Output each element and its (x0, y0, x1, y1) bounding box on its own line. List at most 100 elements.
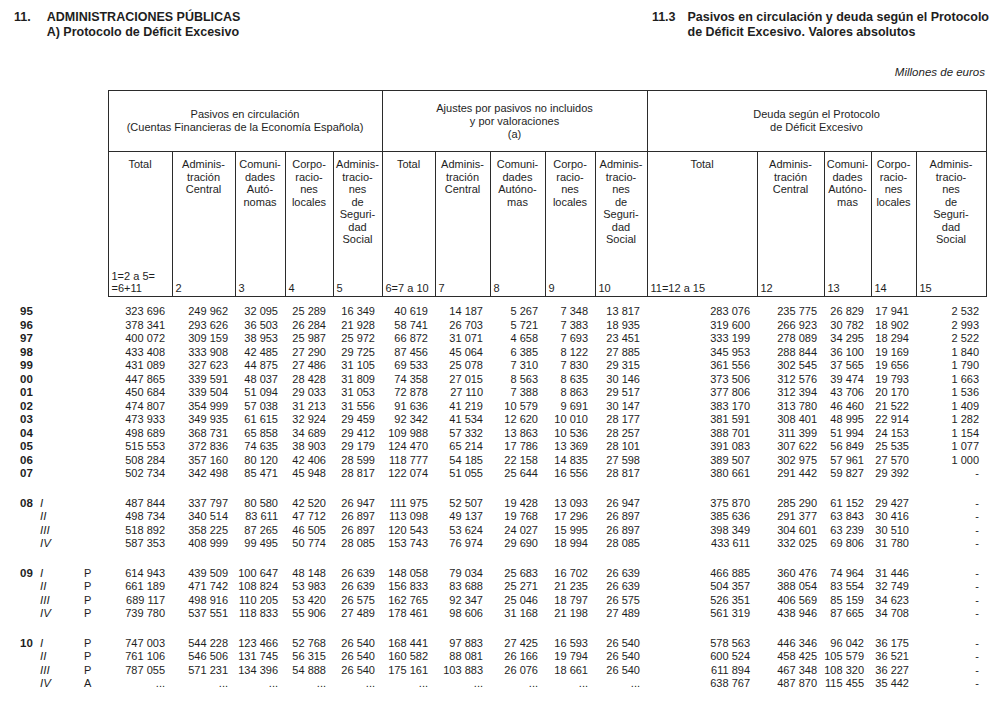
cell-col-1: 739 780 (108, 607, 172, 621)
cell-col-6: 168 441 (382, 621, 435, 651)
section-number: 11. (14, 10, 31, 40)
cell-col-4: 29 033 (285, 386, 333, 400)
cell-col-3: 65 858 (235, 427, 285, 441)
cell-col-2: 498 916 (172, 594, 235, 608)
cell-col-7: 54 185 (435, 454, 490, 468)
cell-col-3: 131 745 (235, 650, 285, 664)
cell-col-11: 385 636 (647, 510, 757, 524)
row-quarter: IV (40, 537, 51, 549)
cell-col-2: 337 797 (172, 481, 235, 511)
cell-col-1: 661 189 (108, 580, 172, 594)
cell-col-14: 34 708 (871, 607, 916, 621)
cell-col-15: - (916, 607, 986, 621)
row-status-marker: P (64, 594, 108, 608)
row-label: II (14, 650, 64, 664)
cell-col-15: 1 663 (916, 373, 986, 387)
table-row: IIP661 189471 742108 82453 98326 639156 … (14, 580, 986, 594)
cell-col-1: 323 696 (108, 297, 172, 319)
column-header-4: Corpo- racio- nes locales (285, 152, 333, 261)
cell-col-15: 1 077 (916, 440, 986, 454)
cell-col-3: 36 503 (235, 319, 285, 333)
cell-col-4: 55 906 (285, 607, 333, 621)
row-year: 01 (20, 386, 40, 400)
column-header-10: Adminis- tracio- nes de Seguri- dad Soci… (595, 152, 647, 261)
cell-col-3: 87 265 (235, 524, 285, 538)
row-status-marker (64, 297, 108, 319)
cell-col-9: 14 835 (545, 454, 595, 468)
cell-col-1: 515 553 (108, 440, 172, 454)
cell-col-10: ... (595, 677, 647, 691)
row-quarter: IV (40, 677, 51, 689)
cell-col-8: 17 786 (490, 440, 545, 454)
cell-col-4: ... (285, 677, 333, 691)
cell-col-12: 487 870 (757, 677, 824, 691)
cell-col-12: 311 399 (757, 427, 824, 441)
row-label: 01 (14, 386, 64, 400)
cell-col-3: ... (235, 677, 285, 691)
cell-col-13: 46 460 (824, 400, 871, 414)
cell-col-10: 27 598 (595, 454, 647, 468)
cell-col-8: 31 168 (490, 607, 545, 621)
cell-col-1: 433 408 (108, 346, 172, 360)
column-number-14: 14 (871, 260, 916, 297)
cell-col-4: 27 486 (285, 359, 333, 373)
row-status-marker (64, 537, 108, 551)
cell-col-15: 1 154 (916, 427, 986, 441)
cell-col-12: 313 780 (757, 400, 824, 414)
cell-col-1: 447 865 (108, 373, 172, 387)
table-row: 09IP614 943439 509100 64748 14826 639148… (14, 551, 986, 581)
cell-col-12: 278 089 (757, 332, 824, 346)
table-row: 08I487 844337 79780 58042 52026 947111 9… (14, 481, 986, 511)
cell-col-12: 467 348 (757, 664, 824, 678)
cell-col-7: 83 688 (435, 580, 490, 594)
cell-col-4: 31 213 (285, 400, 333, 414)
cell-col-10: 28 085 (595, 537, 647, 551)
cell-col-2: ... (172, 677, 235, 691)
cell-col-1: 473 933 (108, 413, 172, 427)
cell-col-10: 26 947 (595, 481, 647, 511)
cell-col-14: 30 510 (871, 524, 916, 538)
table-row: 01450 684339 50451 09429 03331 05372 878… (14, 386, 986, 400)
row-quarter: I (40, 497, 43, 509)
row-status-marker (64, 440, 108, 454)
cell-col-5: 26 540 (333, 621, 382, 651)
table-row: IVP739 780537 551118 83355 90627 489178 … (14, 607, 986, 621)
cell-col-8: 7 388 (490, 386, 545, 400)
row-status-marker (64, 454, 108, 468)
cell-col-3: 100 647 (235, 551, 285, 581)
cell-col-15: 1 000 (916, 454, 986, 468)
cell-col-3: 83 611 (235, 510, 285, 524)
cell-col-4: 54 888 (285, 664, 333, 678)
cell-col-1: ... (108, 677, 172, 691)
cell-col-8: 13 863 (490, 427, 545, 441)
cell-col-6: 40 619 (382, 297, 435, 319)
cell-col-3: 51 094 (235, 386, 285, 400)
cell-col-5: 26 540 (333, 650, 382, 664)
column-number-2: 2 (172, 260, 235, 297)
cell-col-4: 34 689 (285, 427, 333, 441)
cell-col-1: 502 734 (108, 467, 172, 481)
cell-col-1: 474 807 (108, 400, 172, 414)
cell-col-8: 25 644 (490, 467, 545, 481)
row-label: 04 (14, 427, 64, 441)
table-body: 95323 696249 96232 09525 28916 34940 619… (14, 297, 986, 691)
cell-col-6: 58 741 (382, 319, 435, 333)
column-number-13: 13 (824, 260, 871, 297)
cell-col-15: - (916, 537, 986, 551)
cell-col-11: 380 661 (647, 467, 757, 481)
cell-col-11: 381 591 (647, 413, 757, 427)
cell-col-5: 27 489 (333, 607, 382, 621)
cell-col-5: 31 809 (333, 373, 382, 387)
row-year: 10 (20, 637, 40, 651)
cell-col-13: 37 565 (824, 359, 871, 373)
cell-col-14: 25 535 (871, 440, 916, 454)
table-row: 07502 734342 49885 47145 94828 817122 07… (14, 467, 986, 481)
cell-col-6: 122 074 (382, 467, 435, 481)
group-header-ajustes: Ajustes por pasivos no incluidos y por v… (382, 91, 647, 152)
row-status-marker: P (64, 551, 108, 581)
row-label: IV (14, 677, 64, 691)
column-header-1: Total (108, 152, 172, 261)
cell-col-2: 544 228 (172, 621, 235, 651)
cell-col-10: 26 540 (595, 650, 647, 664)
cell-col-7: 49 137 (435, 510, 490, 524)
